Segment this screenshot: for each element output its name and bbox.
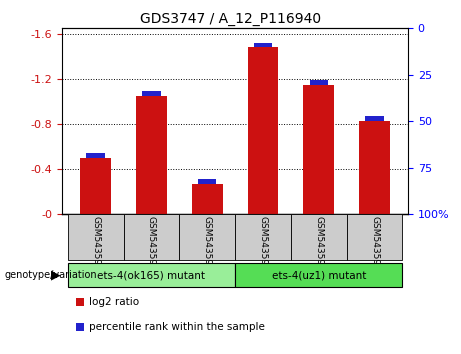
Bar [198, 179, 216, 184]
Text: GSM543594: GSM543594 [203, 216, 212, 271]
Text: GSM543590: GSM543590 [91, 216, 100, 272]
Text: ▶: ▶ [51, 269, 61, 281]
Bar [142, 91, 161, 96]
Bar [254, 43, 272, 47]
Text: GSM543593: GSM543593 [314, 216, 323, 272]
Text: GSM543592: GSM543592 [147, 216, 156, 271]
Text: percentile rank within the sample: percentile rank within the sample [89, 322, 265, 332]
Text: log2 ratio: log2 ratio [89, 297, 139, 307]
FancyBboxPatch shape [68, 214, 124, 260]
FancyBboxPatch shape [235, 214, 291, 260]
FancyBboxPatch shape [68, 263, 235, 287]
Text: ets-4(ok165) mutant: ets-4(ok165) mutant [97, 270, 206, 280]
Bar [248, 47, 278, 214]
Bar [136, 96, 167, 214]
Bar [365, 116, 384, 121]
FancyBboxPatch shape [179, 214, 235, 260]
Text: ets-4(uz1) mutant: ets-4(uz1) mutant [272, 270, 366, 280]
Bar [303, 85, 334, 214]
Bar [80, 158, 111, 214]
FancyBboxPatch shape [291, 214, 347, 260]
Text: GDS3747 / A_12_P116940: GDS3747 / A_12_P116940 [140, 12, 321, 27]
FancyBboxPatch shape [124, 214, 179, 260]
Bar [192, 184, 223, 214]
Bar [87, 153, 105, 158]
Text: genotype/variation: genotype/variation [5, 270, 97, 280]
Bar [309, 80, 328, 85]
Bar [359, 121, 390, 214]
FancyBboxPatch shape [235, 263, 402, 287]
Text: GSM543591: GSM543591 [259, 216, 267, 272]
FancyBboxPatch shape [347, 214, 402, 260]
Text: GSM543595: GSM543595 [370, 216, 379, 272]
